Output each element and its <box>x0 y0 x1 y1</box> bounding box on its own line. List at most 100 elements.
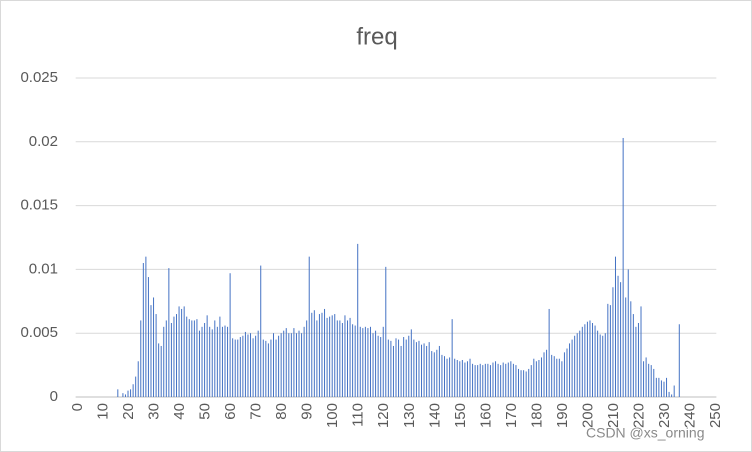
bar <box>196 319 198 397</box>
x-tick-label: 20 <box>120 403 137 420</box>
bar <box>477 365 479 397</box>
bar <box>408 335 410 397</box>
bar <box>551 354 553 397</box>
x-tick-label: 200 <box>579 403 596 428</box>
bar <box>632 314 634 397</box>
bar <box>660 380 662 397</box>
bar <box>145 256 147 397</box>
bar <box>466 361 468 397</box>
bar <box>563 352 565 397</box>
bar <box>344 315 346 397</box>
bar <box>247 334 249 397</box>
bar <box>270 339 272 397</box>
bar <box>318 314 320 397</box>
bar <box>546 349 548 397</box>
bar <box>612 287 614 397</box>
bar <box>117 389 119 397</box>
x-tick-label: 240 <box>682 403 699 428</box>
bar <box>599 334 601 397</box>
bar <box>436 349 438 397</box>
bar <box>533 358 535 397</box>
x-tick-label: 10 <box>94 403 111 420</box>
bar <box>283 330 285 397</box>
bar <box>571 339 573 397</box>
bar <box>487 363 489 397</box>
bar <box>566 348 568 397</box>
bar <box>405 339 407 397</box>
bar <box>461 359 463 397</box>
bar <box>635 326 637 397</box>
bar <box>574 335 576 397</box>
bar <box>341 322 343 397</box>
bar <box>168 268 170 397</box>
bar <box>380 337 382 397</box>
bar <box>324 308 326 397</box>
bar <box>382 326 384 397</box>
bar <box>627 269 629 397</box>
bar <box>334 314 336 397</box>
bar <box>170 322 172 397</box>
bar <box>316 320 318 397</box>
bar <box>607 303 609 397</box>
bar <box>265 340 267 397</box>
bar <box>377 335 379 397</box>
bar <box>387 339 389 397</box>
bar <box>183 306 185 397</box>
x-tick-label: 140 <box>426 403 443 428</box>
x-tick-label: 70 <box>248 403 265 420</box>
bar <box>413 339 415 397</box>
bar <box>132 384 134 397</box>
bar <box>558 358 560 397</box>
bar <box>153 297 155 397</box>
bar <box>150 305 152 397</box>
bar <box>655 377 657 397</box>
bar <box>525 371 527 397</box>
x-tick-label: 130 <box>401 403 418 428</box>
bar <box>622 137 624 398</box>
bar <box>227 326 229 397</box>
bar <box>385 266 387 397</box>
bar <box>653 368 655 397</box>
bar <box>244 331 246 397</box>
bar <box>604 333 606 397</box>
bar <box>311 312 313 397</box>
bar <box>418 340 420 397</box>
x-tick-label: 220 <box>630 403 647 428</box>
bar <box>673 385 675 397</box>
bar <box>592 322 594 397</box>
bar <box>301 333 303 397</box>
bar <box>357 243 359 397</box>
bar <box>446 358 448 397</box>
bar <box>630 301 632 397</box>
bar <box>219 316 221 397</box>
bar <box>500 365 502 397</box>
bar <box>398 339 400 397</box>
bar <box>576 333 578 397</box>
bar <box>479 363 481 397</box>
bar <box>648 363 650 397</box>
bar <box>303 326 305 397</box>
bar <box>658 377 660 397</box>
bar <box>512 363 514 397</box>
bar <box>464 362 466 397</box>
y-tick-label: 0.005 <box>20 324 58 341</box>
bar <box>336 320 338 397</box>
bar <box>474 365 476 397</box>
bar <box>135 376 137 397</box>
bar <box>267 343 269 397</box>
bar <box>671 394 673 397</box>
bar <box>339 320 341 397</box>
bar <box>489 365 491 397</box>
bar <box>581 326 583 397</box>
bar <box>678 324 680 397</box>
bar <box>650 365 652 397</box>
bar <box>586 321 588 397</box>
bar <box>390 340 392 397</box>
bar <box>275 339 277 397</box>
watermark: CSDN @xs_orning <box>586 425 704 441</box>
x-tick-label: 190 <box>554 403 571 428</box>
chart-title: freq <box>356 23 397 50</box>
bar <box>221 326 223 397</box>
bar <box>535 361 537 397</box>
